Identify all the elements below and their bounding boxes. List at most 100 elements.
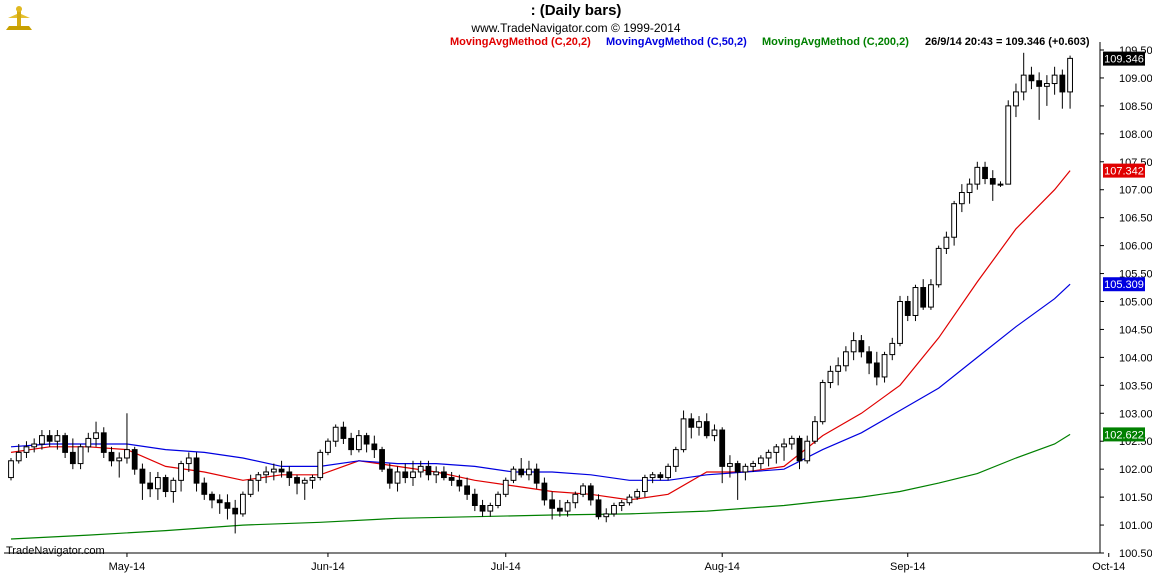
candle-body xyxy=(734,463,741,473)
candle-body xyxy=(263,471,270,476)
candle-body xyxy=(858,340,865,353)
candle-body xyxy=(642,477,648,493)
candle-body xyxy=(301,479,308,484)
candle-body xyxy=(417,465,424,473)
candle-body xyxy=(912,287,919,316)
candle-body xyxy=(595,499,602,518)
candle-body xyxy=(649,474,656,479)
candle-body xyxy=(502,479,509,495)
candle-body xyxy=(209,493,215,501)
candle-body xyxy=(255,474,262,481)
y-tick-label: 103.000 xyxy=(1119,408,1152,420)
candle-body xyxy=(696,421,702,428)
candle-body xyxy=(611,504,617,515)
candle-body xyxy=(441,471,447,479)
x-tick-label: Sep-14 xyxy=(890,561,925,573)
candle-body xyxy=(224,502,231,509)
y-tick-label: 108.500 xyxy=(1119,101,1152,113)
candle-body xyxy=(8,460,14,479)
candle-body xyxy=(541,482,548,501)
candle-body xyxy=(587,485,594,501)
candle-body xyxy=(580,485,586,495)
candle-body xyxy=(147,482,154,490)
candle-body xyxy=(410,471,416,479)
candle-body xyxy=(850,340,857,353)
candle-body xyxy=(526,468,532,476)
ma-series-line xyxy=(10,433,1071,540)
price-flag-label: 105.309 xyxy=(1104,279,1144,291)
candle-body xyxy=(46,435,53,442)
candle-body xyxy=(773,446,780,453)
candle-body xyxy=(386,468,393,484)
legend-ma50: MovingAvgMethod (C,50,2) xyxy=(606,36,747,48)
candle-body xyxy=(456,479,463,487)
candle-body xyxy=(394,471,401,484)
y-tick-label: 101.000 xyxy=(1119,520,1152,532)
candle-body xyxy=(549,499,556,509)
ma-series-line xyxy=(10,283,1071,481)
candle-body xyxy=(1028,74,1035,82)
candle-body xyxy=(232,507,239,515)
candle-body xyxy=(904,301,911,316)
candle-body xyxy=(294,477,300,484)
candle-body xyxy=(920,287,927,308)
candle-body xyxy=(812,421,818,442)
candle-body xyxy=(603,513,610,518)
candle-body xyxy=(464,485,470,495)
x-tick-label: Jul-14 xyxy=(491,561,521,573)
candle-body xyxy=(487,504,494,512)
candle-body xyxy=(15,451,22,462)
y-tick-label: 102.000 xyxy=(1119,464,1152,476)
candle-body xyxy=(31,443,38,448)
candle-body xyxy=(719,429,726,467)
x-tick-label: Aug-14 xyxy=(704,561,739,573)
candle-body xyxy=(1036,80,1043,87)
price-flag-label: 102.622 xyxy=(1104,429,1144,441)
candle-body xyxy=(39,435,45,445)
candle-body xyxy=(727,463,733,467)
candle-body xyxy=(935,247,942,286)
candle-body xyxy=(325,440,331,453)
candle-body xyxy=(997,183,1004,186)
y-tick-label: 100.500 xyxy=(1119,548,1152,560)
y-tick-label: 105.000 xyxy=(1119,297,1152,309)
candle-body xyxy=(819,382,826,423)
y-tick-label: 107.000 xyxy=(1119,185,1152,197)
candle-body xyxy=(286,471,293,479)
price-flag xyxy=(1103,427,1145,442)
candle-body xyxy=(943,236,950,249)
candle-body xyxy=(796,437,803,462)
candle-body xyxy=(827,370,834,384)
candle-body xyxy=(170,479,177,493)
candle-body xyxy=(93,432,99,439)
candle-body xyxy=(657,474,664,479)
candle-body xyxy=(379,449,385,470)
candle-body xyxy=(781,443,787,448)
candle-body xyxy=(131,449,138,470)
candle-body xyxy=(982,166,988,180)
candle-body xyxy=(340,426,347,439)
candle-body xyxy=(448,477,455,481)
copyright-text: www.TradeNavigator.com © 1999-2014 xyxy=(471,21,681,35)
candle-body xyxy=(703,421,710,437)
price-flag xyxy=(1103,163,1145,178)
candle-body xyxy=(162,477,169,493)
candle-body xyxy=(178,463,184,481)
x-tick-label: May-14 xyxy=(109,561,146,573)
candle-body xyxy=(866,351,872,364)
candle-body xyxy=(425,465,432,476)
candle-body xyxy=(966,183,973,194)
legend-ma200: MovingAvgMethod (C,200,2) xyxy=(762,36,909,48)
chart-title: : (Daily bars) xyxy=(530,2,622,19)
footer-brand: TradeNavigator.com xyxy=(6,545,105,557)
candle-body xyxy=(309,477,316,481)
candle-body xyxy=(626,496,633,504)
candle-body xyxy=(889,342,896,356)
candle-body xyxy=(804,440,811,462)
candle-body xyxy=(100,432,107,453)
y-tick-label: 106.500 xyxy=(1119,213,1152,225)
candle-body xyxy=(1059,74,1066,93)
candle-body xyxy=(216,499,223,504)
candle-body xyxy=(479,504,486,512)
candle-body xyxy=(1067,57,1073,93)
